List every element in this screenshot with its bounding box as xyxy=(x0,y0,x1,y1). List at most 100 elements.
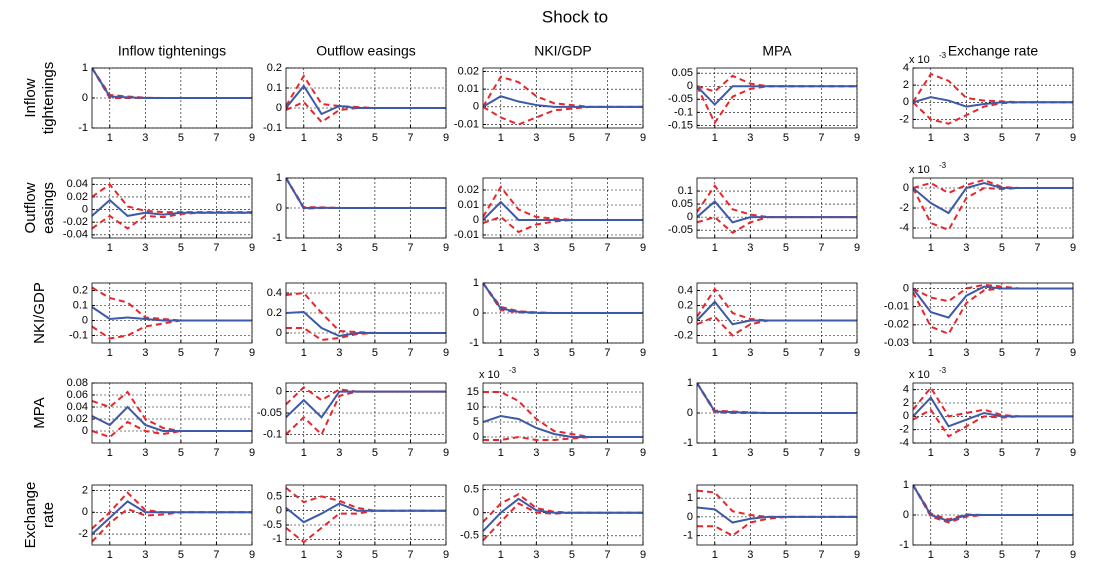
series-line xyxy=(483,391,643,438)
row-label: easings xyxy=(40,182,57,234)
x-tick-label: 3 xyxy=(336,347,342,359)
y-tick-label: 0.1 xyxy=(678,185,693,197)
plot-frame xyxy=(285,484,447,546)
x-tick-label: 5 xyxy=(372,242,378,254)
y-tick-label: 0 xyxy=(687,211,693,223)
plot-area xyxy=(92,283,252,343)
plot-area xyxy=(92,178,252,238)
x-tick-label: 9 xyxy=(640,347,646,359)
figure-title: Shock to xyxy=(542,7,608,26)
y-tick-label: 1 xyxy=(276,172,282,184)
x-tick-label: 1 xyxy=(301,549,307,561)
column-title: Inflow tightenings xyxy=(118,43,226,59)
x-tick-label: 7 xyxy=(604,447,610,459)
x-tick-label: 1 xyxy=(712,447,718,459)
x-tick-label: 9 xyxy=(1070,347,1076,359)
y-tick-label: -1 xyxy=(899,539,909,551)
y-tick-label: 0.08 xyxy=(67,377,88,389)
y-tick-label: 1 xyxy=(82,62,88,74)
plot-frame xyxy=(696,282,858,344)
x-tick-label: 9 xyxy=(249,447,255,459)
x-tick-label: 7 xyxy=(604,549,610,561)
x-tick-label: 5 xyxy=(178,347,184,359)
y-tick-label: 0 xyxy=(276,327,282,339)
plot-area xyxy=(483,485,643,545)
y-tick-label: 0 xyxy=(687,80,693,92)
x-tick-label: 1 xyxy=(107,132,113,144)
plot-area xyxy=(697,178,857,238)
x-tick-label: 9 xyxy=(640,549,646,561)
y-tick-label: 0 xyxy=(276,505,282,517)
x-tick-label: 5 xyxy=(783,347,789,359)
y-tick-label: 0 xyxy=(687,511,693,523)
y-tick-label: -0.05 xyxy=(668,224,693,236)
series-line xyxy=(913,72,1073,104)
column-title: MPA xyxy=(762,43,792,59)
y-tick-label: -0.1 xyxy=(263,428,282,440)
y-tick-label: -1 xyxy=(469,337,479,349)
y-tick-label: 15 xyxy=(467,386,479,398)
series-line xyxy=(92,182,252,214)
x-tick-label: 3 xyxy=(747,132,753,144)
plot-frame xyxy=(482,67,644,129)
plot-frame xyxy=(482,177,644,239)
x-tick-label: 7 xyxy=(604,347,610,359)
x-tick-label: 7 xyxy=(604,242,610,254)
x-tick-label: 9 xyxy=(249,347,255,359)
y-tick-label: 0.05 xyxy=(672,67,693,79)
series-line xyxy=(92,390,252,432)
y-tick-label: 0.5 xyxy=(464,484,479,496)
y-tick-label: 0.2 xyxy=(267,62,282,74)
x-tick-label: 1 xyxy=(498,132,504,144)
x-tick-label: 1 xyxy=(107,447,113,459)
x-tick-label: 3 xyxy=(963,347,969,359)
plot-frame xyxy=(696,382,858,444)
x-tick-label: 3 xyxy=(747,347,753,359)
y-tick-label: 0 xyxy=(82,314,88,326)
x-tick-label: 7 xyxy=(1034,132,1040,144)
y-tick-label: -0.5 xyxy=(460,530,479,542)
y-tick-label: 0.04 xyxy=(67,178,88,190)
x-tick-label: 5 xyxy=(999,132,1005,144)
y-tick-label: -0.15 xyxy=(668,119,693,131)
row-label: Outflow xyxy=(22,182,39,233)
x-tick-label: 9 xyxy=(640,132,646,144)
x-tick-label: 7 xyxy=(213,549,219,561)
plot-frame xyxy=(285,382,447,444)
x-tick-label: 9 xyxy=(1070,447,1076,459)
x-tick-label: 5 xyxy=(783,549,789,561)
x-tick-label: 1 xyxy=(712,347,718,359)
x-tick-label: 7 xyxy=(213,347,219,359)
y-tick-label: 0.1 xyxy=(267,82,282,94)
x-tick-label: 9 xyxy=(854,132,860,144)
x-tick-label: 1 xyxy=(928,447,934,459)
column-title: NKI/GDP xyxy=(534,43,592,59)
plot-frame xyxy=(285,282,447,344)
x-tick-label: 5 xyxy=(178,132,184,144)
x-tick-label: 7 xyxy=(213,242,219,254)
plot-frame xyxy=(91,67,253,129)
y-tick-label: 2 xyxy=(903,397,909,409)
series-line xyxy=(286,310,446,338)
x-tick-label: 3 xyxy=(533,347,539,359)
x-tick-label: 5 xyxy=(999,347,1005,359)
x-tick-label: 5 xyxy=(569,549,575,561)
x-tick-label: 3 xyxy=(142,242,148,254)
y-multiplier: x 10 xyxy=(909,54,930,66)
plot-frame xyxy=(912,484,1074,546)
y-tick-label: 0.2 xyxy=(73,284,88,296)
plot-area xyxy=(913,283,1073,343)
y-tick-label: 0 xyxy=(473,431,479,443)
x-tick-label: 5 xyxy=(178,549,184,561)
x-tick-label: 7 xyxy=(604,132,610,144)
x-tick-label: 1 xyxy=(107,242,113,254)
y-tick-label: 1 xyxy=(687,492,693,504)
row-label: Exchange xyxy=(22,482,39,549)
series-line xyxy=(697,383,857,414)
x-tick-label: 9 xyxy=(443,549,449,561)
column-title: Exchange rate xyxy=(948,43,1038,59)
x-tick-label: 9 xyxy=(1070,549,1076,561)
x-tick-label: 9 xyxy=(249,242,255,254)
series-line xyxy=(483,200,643,221)
x-tick-label: 3 xyxy=(963,447,969,459)
